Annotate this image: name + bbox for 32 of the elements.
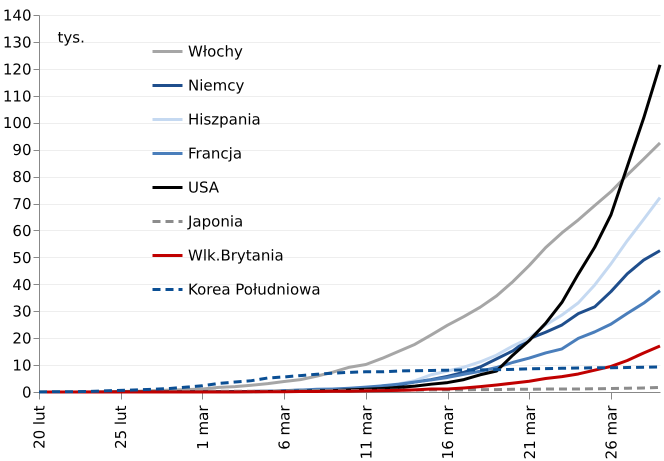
y-tick-label: 100: [2, 114, 32, 132]
legend-label: Korea Południowa: [188, 280, 321, 298]
legend-label: Wlk.Brytania: [188, 246, 284, 264]
legend-label: Włochy: [188, 42, 244, 60]
y-tick-label: 50: [12, 248, 32, 267]
y-tick-label: 30: [12, 302, 32, 321]
x-tick-label: 21 mar: [520, 404, 539, 460]
x-tick-label: 11 mar: [357, 404, 376, 460]
y-tick-label: 40: [12, 276, 32, 294]
y-tick-label: 70: [12, 195, 32, 213]
y-tick-label: 90: [12, 141, 32, 160]
y-tick-label: 0: [22, 384, 32, 402]
legend-label: Hiszpania: [188, 110, 261, 128]
legend-label: Niemcy: [188, 76, 244, 94]
y-tick-label: 20: [12, 330, 32, 348]
x-tick-label: 16 mar: [439, 404, 458, 460]
y-tick-label: 10: [12, 356, 32, 375]
legend-label: Francja: [188, 144, 242, 162]
x-tick-label: 25 lut: [112, 405, 130, 449]
y-tick-label: 110: [2, 87, 32, 106]
x-tick-label: 26 mar: [602, 404, 620, 460]
legend-label: Japonia: [187, 212, 244, 230]
legend-label: USA: [188, 178, 220, 196]
x-tick-label: 1 mar: [194, 404, 212, 450]
x-tick-label: 20 lut: [30, 405, 48, 449]
y-tick-label: 140: [2, 6, 32, 24]
x-tick-label: 6 mar: [276, 404, 294, 450]
y-tick-label: 80: [12, 168, 32, 186]
y-tick-label: 120: [2, 60, 32, 78]
y-axis-title: tys.: [58, 28, 85, 46]
y-tick-label: 60: [12, 222, 32, 240]
y-tick-label: 130: [2, 33, 32, 52]
